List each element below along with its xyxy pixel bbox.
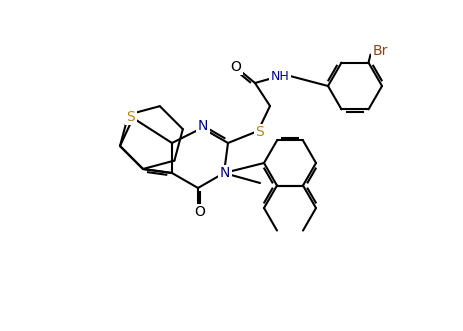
Text: N: N bbox=[219, 166, 230, 180]
Text: O: O bbox=[230, 60, 241, 74]
Text: O: O bbox=[194, 205, 205, 219]
Text: S: S bbox=[126, 110, 135, 124]
Text: Br: Br bbox=[372, 44, 388, 58]
Text: N: N bbox=[197, 119, 208, 133]
Text: S: S bbox=[255, 125, 264, 139]
Text: NH: NH bbox=[270, 70, 289, 82]
